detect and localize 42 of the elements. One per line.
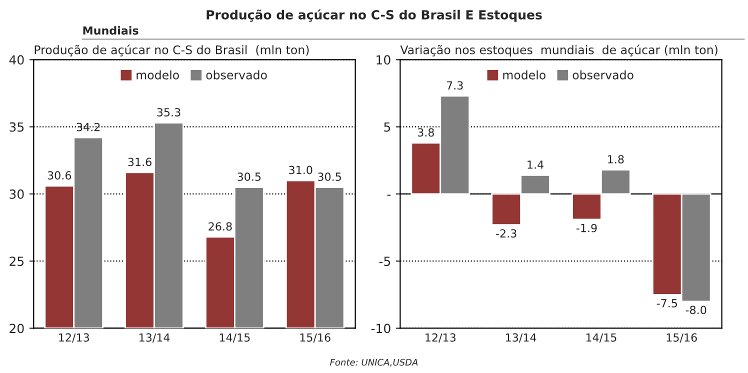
chart-title: Produção de açúcar no C-S do Brasil E Estoques Mundiais bbox=[83, 9, 542, 35]
data-label: -2.3 bbox=[496, 229, 516, 238]
y-tick-label: 5 bbox=[384, 122, 390, 132]
legend-label: observado bbox=[572, 70, 634, 80]
data-label: 1.4 bbox=[528, 160, 544, 169]
data-label: 1.8 bbox=[608, 155, 624, 164]
legend-label: observado bbox=[206, 70, 267, 80]
legend-label: modelo bbox=[503, 70, 546, 80]
data-label: 34.2 bbox=[76, 122, 100, 132]
data-label: 7.3 bbox=[446, 81, 463, 90]
data-label: -1.9 bbox=[576, 224, 597, 232]
data-label: 30.5 bbox=[318, 172, 341, 181]
y-tick-label: -5 bbox=[379, 256, 390, 266]
data-label: -8.0 bbox=[686, 306, 706, 314]
source-note: Fonte: UNICA,USDA bbox=[330, 358, 418, 367]
x-tick-label: 14/15 bbox=[586, 333, 616, 343]
x-tick-label: 13/14 bbox=[139, 333, 170, 343]
data-label: 35.3 bbox=[157, 108, 180, 116]
data-label: 26.8 bbox=[208, 222, 232, 231]
data-label: 31.6 bbox=[128, 158, 152, 166]
y-tick-label: 25 bbox=[10, 256, 24, 266]
data-label: 31.0 bbox=[289, 166, 312, 174]
data-label: 3.8 bbox=[418, 128, 434, 137]
y-tick-label: - bbox=[387, 194, 391, 196]
y-tick-label: -10 bbox=[371, 324, 390, 334]
y-tick-label: 40 bbox=[9, 55, 24, 65]
data-label: 30.5 bbox=[238, 172, 261, 181]
y-tick-label: 30 bbox=[10, 189, 24, 199]
y-tick-label: 10 bbox=[376, 55, 390, 65]
data-label: 30.6 bbox=[48, 171, 72, 180]
x-tick-label: 15/16 bbox=[666, 333, 697, 343]
x-tick-label: 12/13 bbox=[59, 333, 89, 343]
legend-label: modelo bbox=[136, 70, 179, 80]
x-tick-label: 13/14 bbox=[506, 333, 536, 343]
y-tick-label: 35 bbox=[10, 122, 24, 132]
x-tick-label: 14/15 bbox=[220, 333, 250, 343]
chart-title: Variação nos estoques mundiais de açúcar (mln ton) bbox=[400, 44, 718, 57]
x-tick-label: 15/16 bbox=[300, 333, 330, 343]
y-tick-label: 20 bbox=[10, 324, 24, 334]
data-label: -7.5 bbox=[656, 299, 678, 308]
x-tick-label: 12/13 bbox=[426, 333, 456, 343]
chart-title: Produção de açúcar no C-S do Brasil (mln ton) bbox=[34, 44, 309, 56]
